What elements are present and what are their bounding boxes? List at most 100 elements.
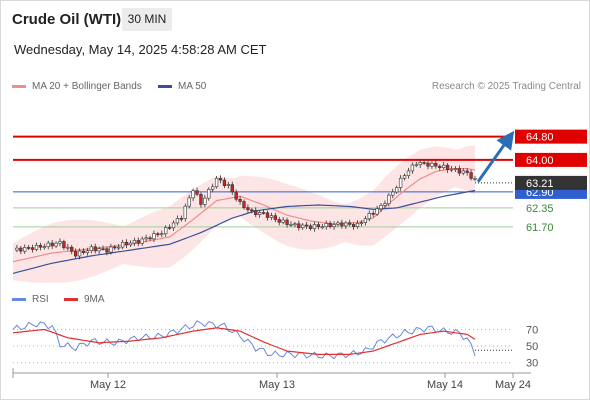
candle bbox=[336, 222, 340, 225]
candle bbox=[222, 179, 227, 186]
candle bbox=[105, 248, 109, 253]
level-label-64.00: 64.00 bbox=[526, 155, 554, 167]
candle bbox=[414, 164, 418, 167]
legend-ma50-label: MA 50 bbox=[178, 81, 207, 92]
candle bbox=[473, 178, 477, 180]
candle bbox=[30, 247, 35, 250]
candle bbox=[226, 184, 231, 186]
candle bbox=[117, 246, 121, 249]
candle bbox=[442, 164, 446, 168]
candle bbox=[242, 201, 246, 208]
candle bbox=[308, 225, 313, 229]
candle bbox=[140, 238, 144, 244]
candle bbox=[281, 219, 285, 223]
candle bbox=[171, 222, 176, 229]
candle bbox=[15, 247, 19, 251]
candle bbox=[97, 248, 101, 252]
candle bbox=[383, 203, 387, 206]
candle bbox=[58, 241, 62, 244]
level-label-61.70: 61.70 bbox=[526, 222, 554, 234]
forecast-arrow bbox=[476, 130, 515, 183]
x-tick-label: May 14 bbox=[427, 379, 463, 391]
candle bbox=[109, 246, 113, 253]
candle bbox=[418, 162, 422, 166]
candle bbox=[167, 227, 172, 229]
candle bbox=[179, 218, 184, 220]
rsi-ma-line bbox=[12, 327, 476, 355]
candle bbox=[438, 165, 442, 168]
candle bbox=[269, 215, 274, 218]
candle bbox=[246, 207, 250, 211]
candle bbox=[23, 247, 27, 252]
candle bbox=[449, 168, 454, 171]
candle bbox=[85, 250, 90, 253]
candle bbox=[191, 190, 195, 199]
candle bbox=[128, 242, 133, 246]
candle bbox=[152, 233, 156, 240]
candle bbox=[26, 247, 31, 249]
candle bbox=[218, 178, 223, 181]
legend-ma50: MA 50 bbox=[158, 81, 206, 92]
candle bbox=[50, 242, 54, 247]
legend-rsi: RSI bbox=[12, 294, 49, 305]
x-tick-label: May 12 bbox=[90, 379, 126, 391]
ma20-swatch bbox=[12, 85, 26, 88]
level-label-62.35: 62.35 bbox=[526, 203, 554, 215]
candle bbox=[164, 227, 168, 235]
candle bbox=[430, 162, 434, 167]
candle bbox=[461, 170, 465, 174]
candle bbox=[355, 223, 360, 227]
candle bbox=[289, 224, 293, 226]
candle bbox=[406, 170, 411, 177]
candle bbox=[160, 233, 164, 236]
candle bbox=[124, 241, 129, 246]
research-credit: Research © 2025 Trading Central bbox=[431, 81, 581, 92]
ma50-swatch bbox=[158, 85, 172, 88]
level-label-62.90: 62.90 bbox=[526, 187, 554, 199]
candle bbox=[81, 250, 86, 253]
instrument-title: Crude Oil (WTI) bbox=[12, 11, 122, 28]
candle bbox=[66, 246, 70, 249]
candle bbox=[297, 223, 301, 229]
rsi-tick-50: 50 bbox=[526, 341, 538, 353]
candle bbox=[285, 219, 289, 225]
candle bbox=[70, 246, 74, 252]
candle bbox=[375, 208, 379, 215]
candle bbox=[203, 197, 207, 205]
candle bbox=[422, 162, 426, 164]
candle bbox=[410, 164, 415, 172]
candle bbox=[42, 246, 46, 248]
last-price-tag bbox=[515, 175, 587, 190]
legend-ma20: MA 20 + Bollinger Bands bbox=[12, 81, 142, 92]
candle bbox=[379, 205, 383, 210]
candle bbox=[238, 198, 242, 202]
candle bbox=[445, 164, 450, 170]
candle bbox=[234, 191, 238, 200]
candle bbox=[89, 246, 93, 251]
ma50-line bbox=[12, 189, 476, 274]
candle bbox=[348, 222, 352, 225]
candle bbox=[387, 194, 391, 204]
candle bbox=[265, 212, 270, 218]
candle bbox=[359, 222, 364, 224]
candle bbox=[344, 222, 348, 227]
candle bbox=[453, 168, 458, 170]
candle bbox=[73, 251, 78, 257]
legend-9ma-label: 9MA bbox=[84, 294, 105, 305]
candle bbox=[175, 218, 180, 224]
timeframe-badge[interactable]: 30 MIN bbox=[122, 8, 172, 31]
candle bbox=[304, 224, 309, 227]
candle bbox=[301, 224, 305, 229]
x-tick-label: May 13 bbox=[259, 379, 295, 391]
candle bbox=[367, 212, 371, 220]
candle bbox=[469, 172, 473, 179]
candle bbox=[144, 237, 148, 240]
candle bbox=[351, 224, 356, 227]
candle bbox=[316, 224, 321, 228]
ma9-swatch bbox=[64, 298, 78, 301]
rsi-tick-70: 70 bbox=[526, 324, 538, 336]
candle bbox=[324, 223, 328, 228]
level-tag-64.80 bbox=[515, 129, 587, 144]
candle bbox=[363, 218, 368, 223]
candle bbox=[214, 178, 219, 188]
